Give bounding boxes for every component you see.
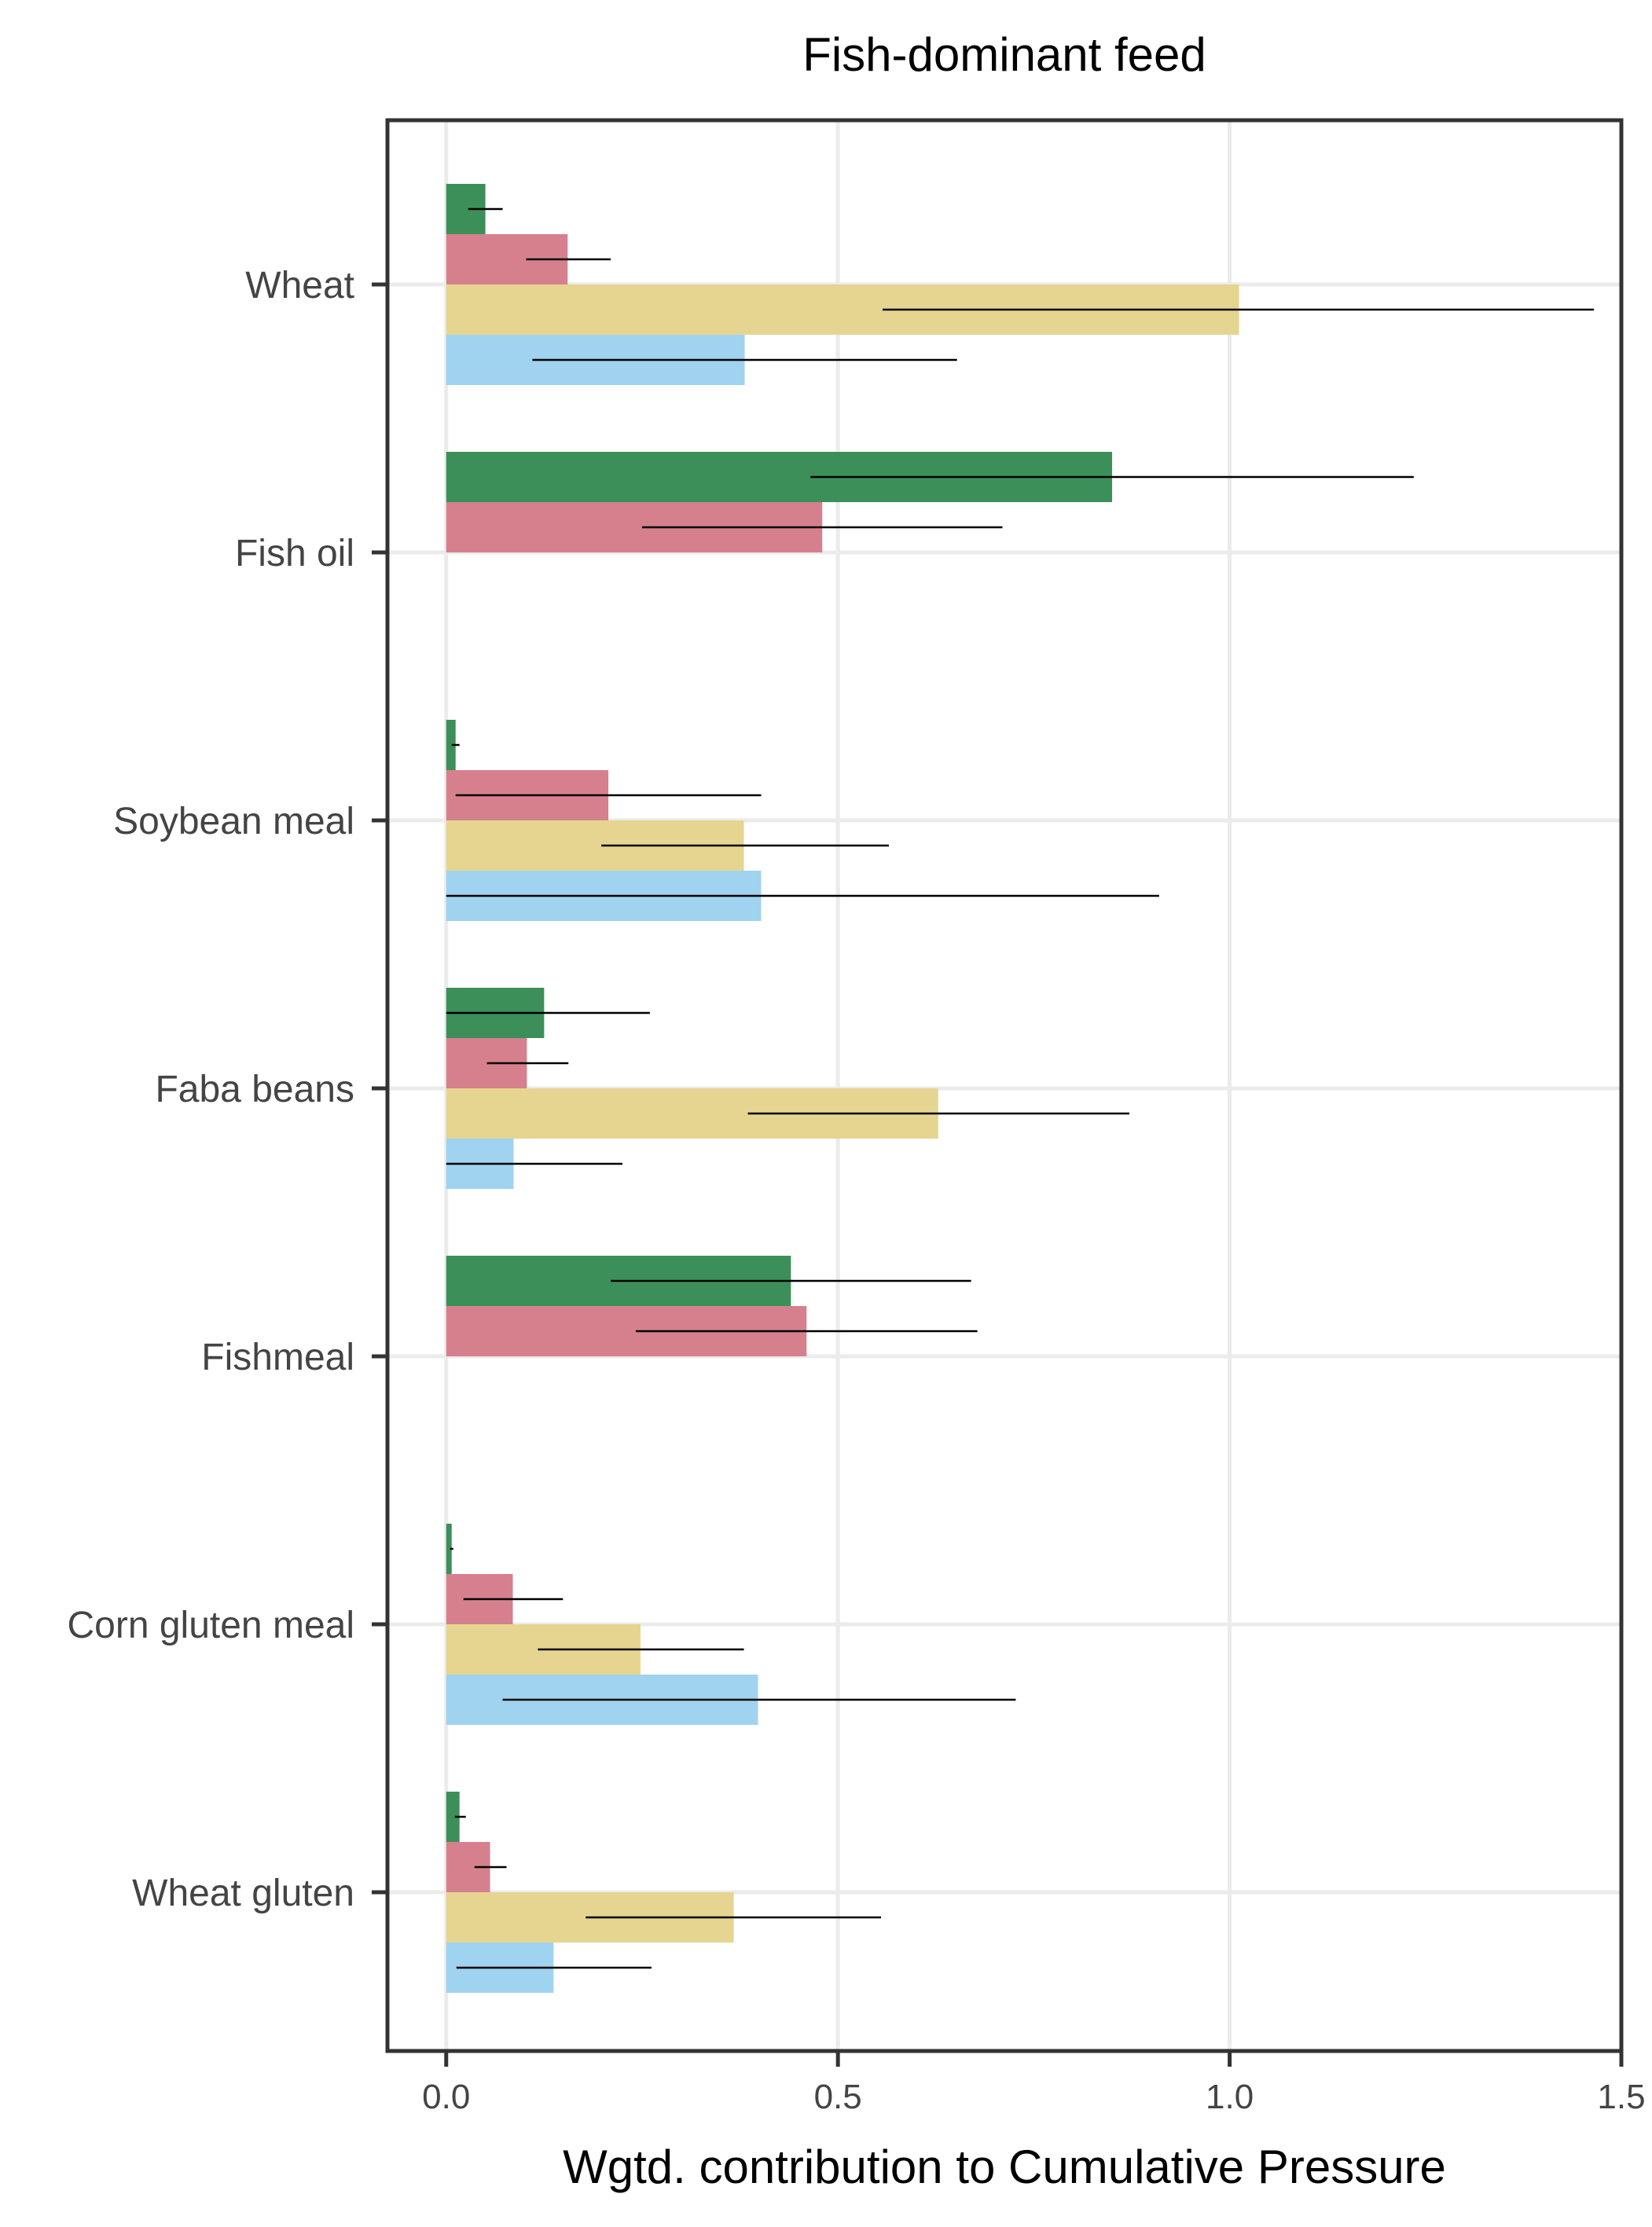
x-axis-label: Wgtd. contribution to Cumulative Pressur… [563, 2141, 1446, 2193]
category-label: Wheat gluten [132, 1873, 354, 1914]
x-tick-label: 0.0 [422, 2078, 470, 2116]
category-label: Fishmeal [201, 1337, 354, 1378]
bar [446, 1792, 460, 1842]
chart-title: Fish-dominant feed [802, 28, 1206, 81]
x-tick-label: 1.0 [1206, 2078, 1254, 2116]
x-tick-label: 0.5 [814, 2078, 862, 2116]
category-label: Wheat [245, 265, 354, 306]
category-label: Corn gluten meal [67, 1605, 354, 1646]
x-axis: 0.0 0.5 1.0 1.5 [422, 2051, 1646, 2116]
category-label: Soybean meal [113, 801, 354, 842]
category-label: Fish oil [235, 533, 354, 574]
error-bars [446, 207, 1595, 1969]
y-axis: Wheat Fish oil Soybean meal Faba beans Fishm… [67, 265, 387, 1914]
category-label: Faba beans [155, 1069, 354, 1110]
bar [446, 720, 456, 770]
x-tick-label: 1.5 [1597, 2078, 1645, 2116]
plot-panel-border [385, 118, 1624, 2053]
bar [446, 1524, 452, 1574]
